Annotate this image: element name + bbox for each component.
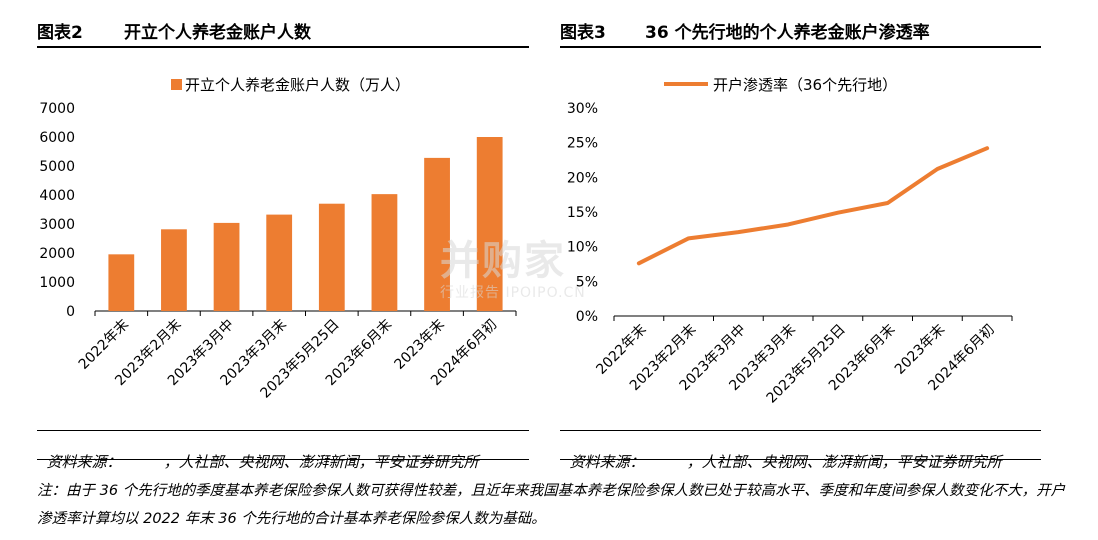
bar-x-tick-label: 2023年末	[392, 317, 448, 373]
line-y-tick-label: 20%	[567, 170, 598, 186]
bar-y-tick-label: 5000	[39, 159, 75, 175]
line-y-tick-label: 30%	[567, 101, 598, 117]
line-y-tick-label: 25%	[567, 136, 598, 152]
right-source-text: ，人社部、央视网、澎湃新闻，平安证券研究所	[686, 453, 1002, 471]
right-source-rule	[560, 430, 1041, 431]
left-source-bottom-rule	[37, 459, 529, 460]
line-y-tick-label: 5%	[576, 274, 598, 290]
bar	[266, 214, 293, 311]
bar-y-tick-label: 0	[66, 304, 75, 320]
bar-y-tick-label: 2000	[39, 246, 75, 262]
right-source-label: 资料来源：	[569, 453, 645, 471]
bar-legend-label: 开立个人养老金账户人数（万人）	[185, 76, 410, 94]
line-legend-label: 开户渗透率（36个先行地）	[713, 76, 897, 94]
left-source-label: 资料来源：	[46, 453, 122, 471]
left-source-text: ，人社部、央视网、澎湃新闻，平安证券研究所	[163, 453, 479, 471]
bar-y-tick-label: 6000	[39, 130, 75, 146]
line-series	[636, 146, 990, 266]
bar	[108, 254, 135, 311]
left-panel-label: 图表2	[37, 23, 83, 43]
line-y-tick-label: 15%	[567, 205, 598, 221]
bar	[371, 194, 398, 311]
left-title-rule	[37, 46, 529, 48]
bar	[476, 137, 503, 311]
bar	[213, 222, 240, 311]
left-source: 资料来源： ，人社部、央视网、澎湃新闻，平安证券研究所	[37, 433, 479, 472]
bar	[424, 157, 450, 311]
right-source-bottom-rule	[560, 459, 1041, 460]
bar-y-tick-label: 3000	[39, 217, 75, 233]
bar-x-tick-label: 2022年末	[76, 317, 132, 373]
bar	[161, 229, 187, 311]
line-y-tick-label: 10%	[567, 240, 598, 256]
bar-y-tick-label: 4000	[39, 188, 75, 204]
bar	[318, 203, 345, 311]
left-panel-title: 开立个人养老金账户人数	[124, 23, 311, 43]
right-panel-label: 图表3	[560, 23, 606, 43]
left-source-rule	[37, 430, 529, 431]
bar-legend-swatch	[171, 79, 182, 90]
line-y-tick-label: 0%	[576, 309, 598, 325]
right-title-rule	[560, 46, 1041, 48]
right-source: 资料来源： ，人社部、央视网、澎湃新闻，平安证券研究所	[560, 433, 1002, 472]
right-panel-title: 36 个先行地的个人养老金账户渗透率	[645, 23, 930, 43]
bar-y-tick-label: 7000	[39, 101, 75, 117]
bar-y-tick-label: 1000	[39, 275, 75, 291]
footnote: 注：由于 36 个先行地的季度基本养老保险参保人数可获得性较差，且近年来我国基本…	[37, 483, 1066, 527]
